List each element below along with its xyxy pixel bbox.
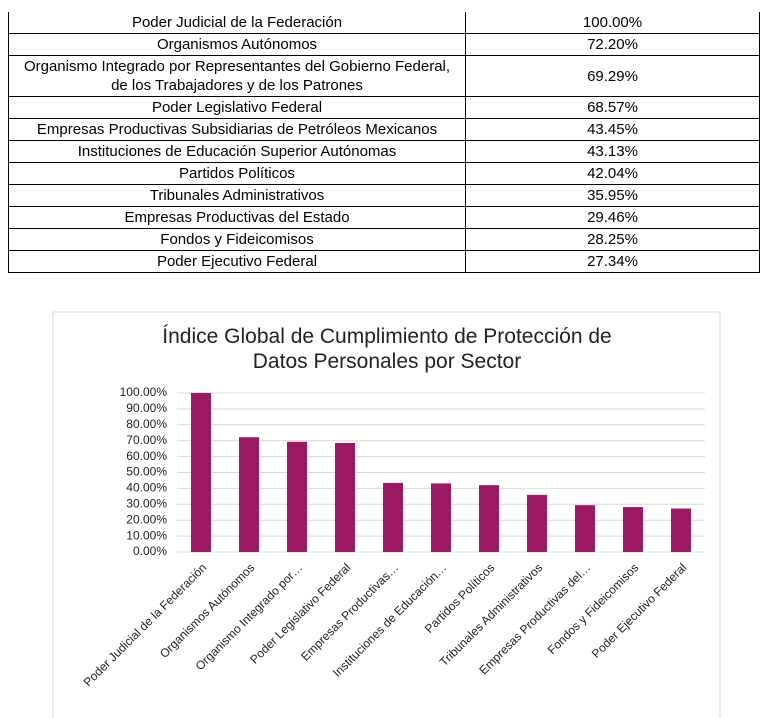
table-row: Organismos Autónomos 72.20%	[8, 33, 760, 56]
sector-cell: Empresas Productivas Subsidiarias de Pet…	[8, 118, 466, 141]
sector-cell: Poder Judicial de la Federación	[8, 12, 466, 34]
y-tick-label: 60.00%	[126, 449, 167, 463]
table-row: Fondos y Fideicomisos 28.25%	[8, 228, 760, 251]
table-row: Instituciones de Educación Superior Autó…	[8, 140, 760, 163]
y-tick-label: 40.00%	[126, 481, 167, 495]
table-row: Empresas Productivas Subsidiarias de Pet…	[8, 118, 760, 141]
bar	[479, 485, 499, 552]
value-cell: 43.13%	[465, 140, 760, 163]
bar	[239, 437, 259, 552]
y-tick-label: 90.00%	[126, 401, 167, 415]
y-tick-label: 30.00%	[126, 496, 167, 510]
bar	[527, 494, 547, 552]
sector-cell: Organismo Integrado por Representantes d…	[8, 55, 466, 97]
sector-cell: Poder Ejecutivo Federal	[8, 250, 466, 273]
value-cell: 27.34%	[465, 250, 760, 273]
bar	[431, 483, 451, 552]
data-table: Poder Judicial de la Federación 100.00% Or…	[8, 12, 760, 273]
sector-cell: Fondos y Fideicomisos	[8, 228, 466, 251]
table-row: Poder Ejecutivo Federal 27.34%	[8, 250, 760, 273]
table-row: Organismo Integrado por Representantes d…	[8, 55, 760, 97]
y-tick-label: 10.00%	[126, 528, 167, 542]
table-row: Poder Judicial de la Federación 100.00%	[8, 12, 760, 34]
y-tick-label: 20.00%	[126, 512, 167, 526]
bar	[671, 508, 691, 552]
y-tick-label: 50.00%	[126, 465, 167, 479]
table-row: Poder Legislativo Federal 68.57%	[8, 96, 760, 119]
chart-title: Índice Global de Cumplimiento de Protecc…	[162, 325, 611, 373]
bar	[383, 482, 403, 552]
y-tick-label: 70.00%	[126, 433, 167, 447]
sector-cell: Organismos Autónomos	[8, 33, 466, 56]
bar	[191, 393, 211, 552]
y-tick-label: 80.00%	[126, 417, 167, 431]
y-tick-label: 0.00%	[133, 544, 167, 558]
value-cell: 72.20%	[465, 33, 760, 56]
y-tick-label: 100.00%	[120, 385, 168, 399]
bar	[623, 507, 643, 552]
value-cell: 69.29%	[465, 55, 760, 97]
bar	[335, 442, 355, 552]
bar	[287, 441, 307, 552]
sector-cell: Instituciones de Educación Superior Autó…	[8, 140, 466, 163]
bar	[575, 505, 595, 552]
sector-cell: Tribunales Administrativos	[8, 184, 466, 207]
